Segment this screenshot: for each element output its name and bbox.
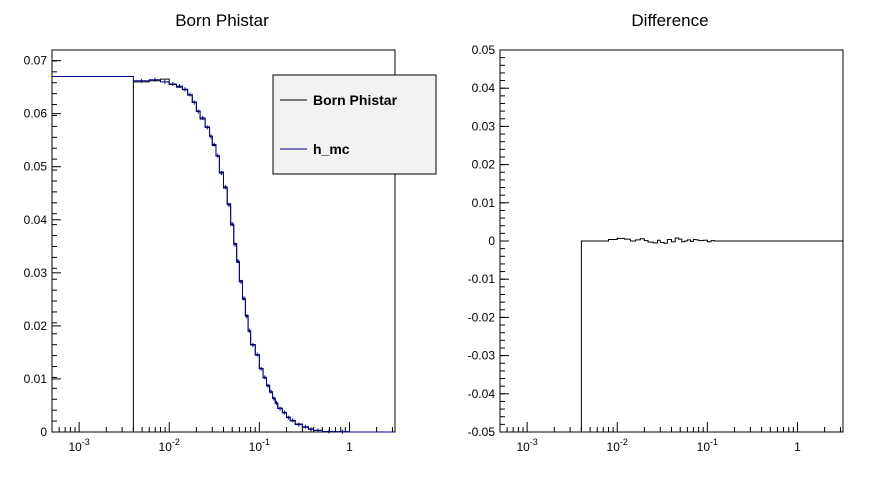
x-tick-exponent: -3 (82, 437, 90, 447)
x-tick-base: 10 (697, 440, 711, 454)
y-tick-label: -0.03 (468, 349, 496, 363)
x-tick-base: 10 (516, 440, 530, 454)
x-tick-exponent: -1 (262, 437, 270, 447)
x-tick-exponent: -2 (172, 437, 180, 447)
legend: Born Phistar h_mc (272, 74, 437, 175)
y-tick-label: 0.03 (472, 119, 496, 133)
x-tick-base: 10 (607, 440, 621, 454)
y-tick-label: 0.06 (24, 107, 48, 121)
y-tick-label: 0.02 (472, 158, 496, 172)
x-tick-exponent: -3 (530, 437, 538, 447)
y-tick-label: -0.05 (468, 425, 496, 439)
x-tick-label: 10-1 (249, 437, 270, 454)
y-tick-label: 0.04 (472, 81, 496, 95)
left-x-axis: 10-3 10-2 10-1 1 (51, 422, 393, 454)
y-tick-label: 0.02 (24, 319, 48, 333)
y-tick-label: 0.04 (24, 213, 48, 227)
right-y-axis: 0.05 0.04 0.03 0.02 0.01 0 -0.01 -0.02 -0.03 -0.0… (468, 43, 509, 439)
y-tick-label: -0.04 (468, 387, 496, 401)
right-x-axis: 10-3 10-2 10-1 1 (499, 422, 841, 454)
y-tick-label: 0.07 (24, 54, 48, 68)
y-tick-label: 0 (40, 425, 47, 439)
x-tick-label: 10-2 (159, 437, 180, 454)
x-tick-exponent: -1 (710, 437, 718, 447)
legend-box (272, 74, 437, 175)
x-tick-base: 1 (346, 440, 353, 454)
legend-born-label: Born Phistar (313, 92, 398, 108)
born-phistar-pad: Born Phistar 0 0.01 0.02 0.03 0.04 0.05 0.06 0.… (24, 11, 437, 454)
x-tick-label: 10-3 (516, 437, 537, 454)
x-tick-base: 10 (159, 440, 173, 454)
difference-title: Difference (631, 11, 708, 30)
x-tick-label: 1 (346, 440, 353, 454)
y-tick-label: -0.01 (468, 272, 496, 286)
x-tick-label: 10-2 (607, 437, 628, 454)
y-tick-label: 0.01 (24, 372, 48, 386)
series-line-difference (580, 237, 843, 432)
x-tick-label: 1 (794, 440, 801, 454)
y-tick-label: 0.05 (472, 43, 496, 57)
x-tick-base: 1 (794, 440, 801, 454)
left-series-group (52, 76, 395, 434)
y-tick-label: -0.02 (468, 310, 496, 324)
y-tick-label: 0 (488, 234, 495, 248)
y-tick-label: 0.03 (24, 266, 48, 280)
x-tick-exponent: -2 (620, 437, 628, 447)
y-tick-label: 0.05 (24, 160, 48, 174)
x-tick-label: 10-3 (68, 437, 89, 454)
difference-pad: Difference 0.05 0.04 0.03 0.02 0.01 0 -0.01 -0.… (468, 11, 844, 454)
x-tick-base: 10 (249, 440, 263, 454)
born-phistar-title: Born Phistar (175, 11, 269, 30)
y-tick-label: 0.01 (472, 196, 496, 210)
legend-mc-label: h_mc (313, 141, 350, 157)
right-series-group (580, 237, 843, 432)
x-tick-base: 10 (68, 440, 82, 454)
left-y-axis: 0 0.01 0.02 0.03 0.04 0.05 0.06 0.07 (24, 49, 61, 439)
x-tick-label: 10-1 (697, 437, 718, 454)
